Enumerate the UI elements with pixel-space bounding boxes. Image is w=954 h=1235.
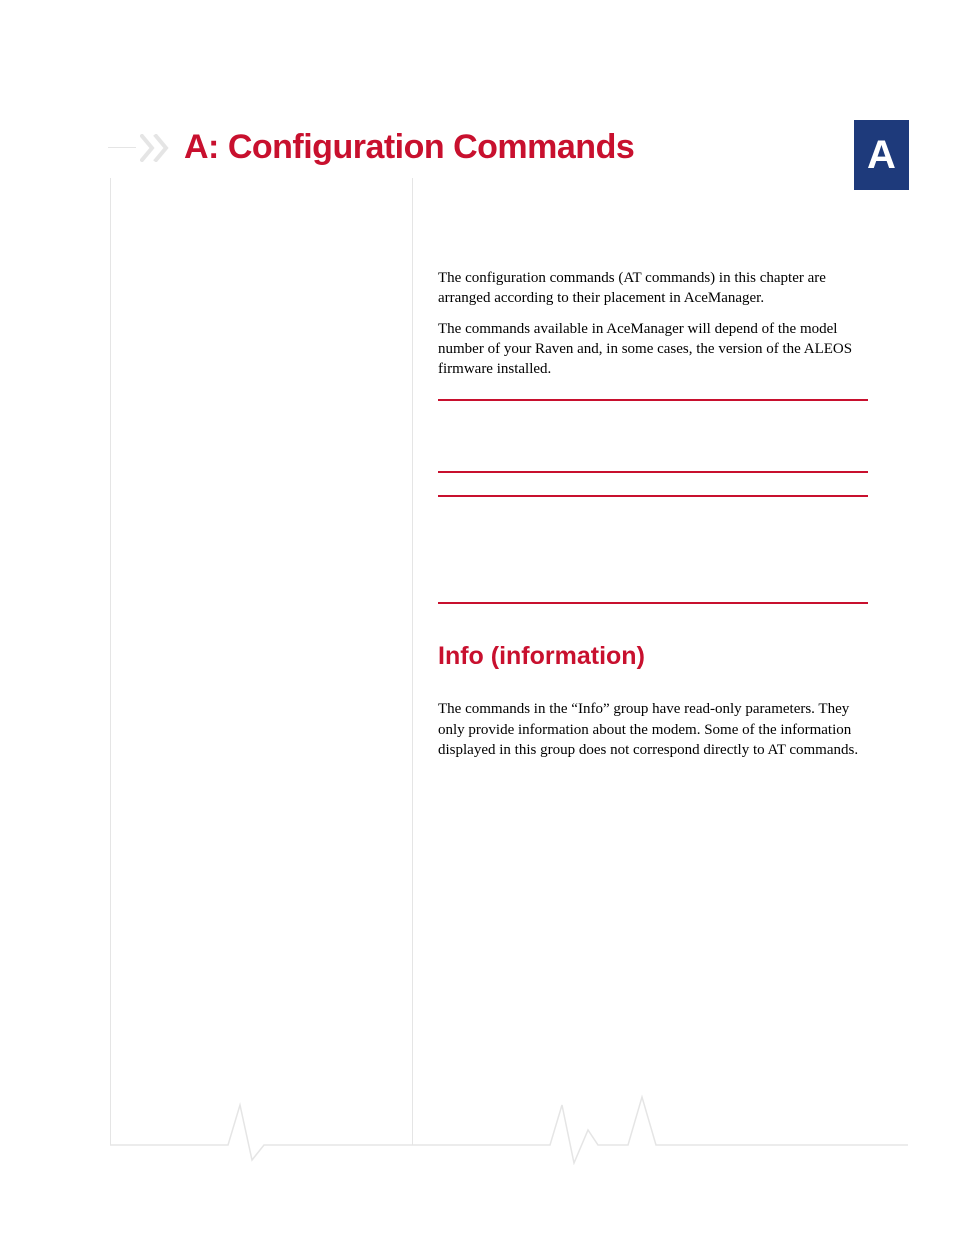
vertical-rule-left [110, 178, 111, 1145]
appendix-badge: A [854, 120, 909, 190]
title-rule-left [108, 147, 136, 148]
intro-paragraph-1: The configuration commands (AT commands)… [438, 268, 868, 309]
section-heading: Info (information) [438, 642, 868, 671]
chevron-right-icon [140, 134, 174, 162]
section-body: The commands in the “Info” group have re… [438, 699, 868, 760]
page-title: A: Configuration Commands [184, 128, 634, 167]
footer-wave-decoration [108, 1085, 908, 1165]
intro-paragraph-2: The commands available in AceManager wil… [438, 319, 868, 380]
horizontal-rule [438, 602, 868, 604]
appendix-letter: A [867, 133, 896, 178]
title-row: A: Configuration Commands [108, 128, 909, 167]
horizontal-rule [438, 495, 868, 497]
vertical-rule-mid [412, 178, 413, 1145]
horizontal-rule [438, 471, 868, 473]
horizontal-rule [438, 399, 868, 401]
body-column: The configuration commands (AT commands)… [438, 268, 868, 770]
